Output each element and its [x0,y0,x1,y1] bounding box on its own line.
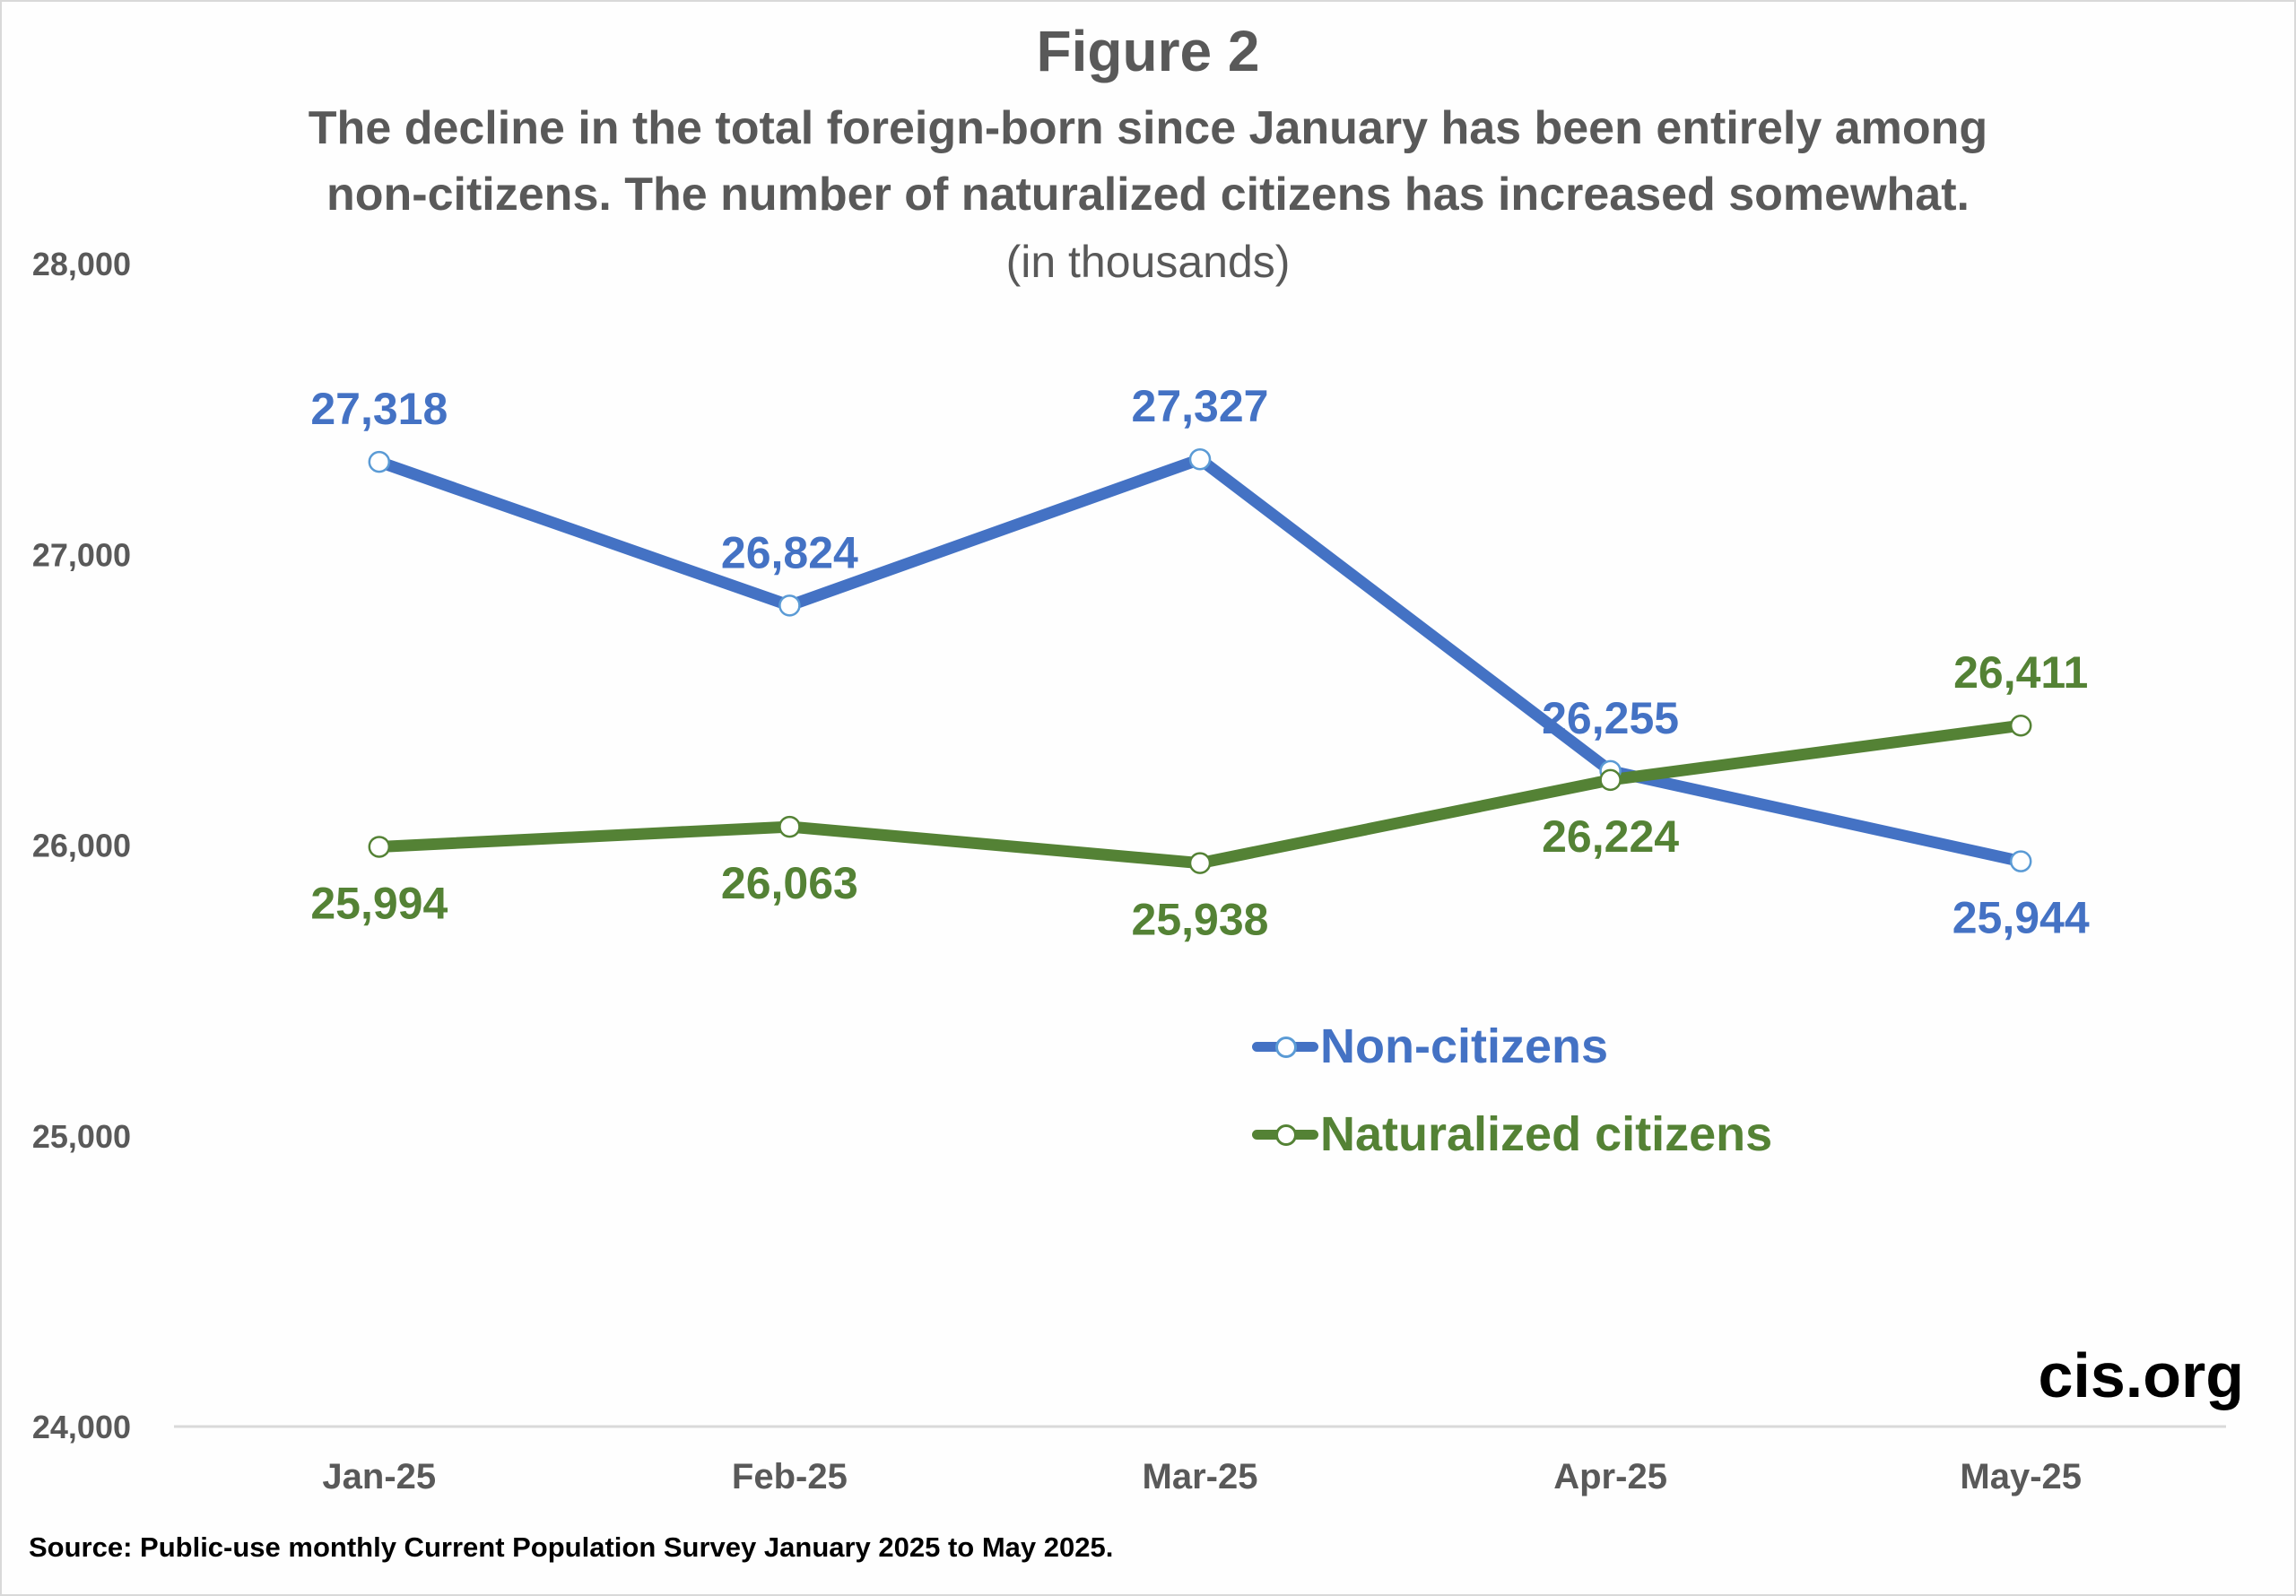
figure-title: Figure 2 [1036,19,1260,83]
data-point-non-citizens [1188,447,1212,471]
x-tick-label: May-25 [1960,1457,2082,1496]
data-label-non-citizens: 26,255 [1542,693,1679,743]
data-point-naturalized-citizens [1188,852,1212,874]
data-label-non-citizens: 25,944 [1952,893,2090,943]
data-point-naturalized-citizens [2009,714,2032,737]
data-label-naturalized-citizens: 26,224 [1542,811,1679,862]
y-tick-label: 27,000 [32,536,131,573]
data-label-non-citizens: 27,318 [310,384,448,434]
data-point-non-citizens [2009,850,2032,872]
y-tick-label: 25,000 [32,1118,131,1155]
series-line-naturalized-citizens [373,719,2027,870]
y-tick-label: 26,000 [32,828,131,864]
figure-subtitle-line1: The decline in the total foreign-born si… [308,102,1988,154]
data-point-naturalized-citizens [1599,768,1622,792]
legend-label-non-citizens: Non-citizens [1320,1019,1609,1073]
legend-marker-non-citizens [1252,1033,1318,1060]
y-tick-label: 24,000 [32,1409,131,1445]
data-point-naturalized-citizens [778,815,801,838]
legend-item-naturalized-citizens: Naturalized citizens [1252,1106,1772,1162]
brand-watermark: cis.org [2038,1340,2244,1410]
x-tick-label: Jan-25 [322,1457,436,1496]
data-point-naturalized-citizens [368,836,391,858]
units-note: (in thousands) [1005,237,1291,287]
data-label-naturalized-citizens: 26,063 [721,858,858,908]
legend-item-non-citizens: Non-citizens [1252,1019,1608,1074]
data-point-non-citizens [368,450,391,473]
legend-marker-naturalized-citizens [1252,1121,1318,1148]
figure-subtitle-line2: non-citizens. The number of naturalized … [326,169,1970,221]
data-label-non-citizens: 26,824 [721,527,858,577]
series-line-non-citizens [373,453,2027,868]
x-tick-label: Mar-25 [1143,1457,1258,1496]
x-tick-label: Apr-25 [1553,1457,1667,1496]
data-point-non-citizens [778,594,801,617]
data-label-naturalized-citizens: 26,411 [1953,647,2088,698]
y-tick-label: 28,000 [32,246,131,282]
legend-label-naturalized-citizens: Naturalized citizens [1320,1107,1773,1161]
data-label-non-citizens: 27,327 [1132,381,1269,431]
source-note: Source: Public-use monthly Current Popul… [29,1531,1114,1563]
data-label-naturalized-citizens: 25,938 [1132,895,1269,945]
data-label-naturalized-citizens: 25,994 [310,878,448,928]
x-tick-label: Feb-25 [732,1457,848,1496]
